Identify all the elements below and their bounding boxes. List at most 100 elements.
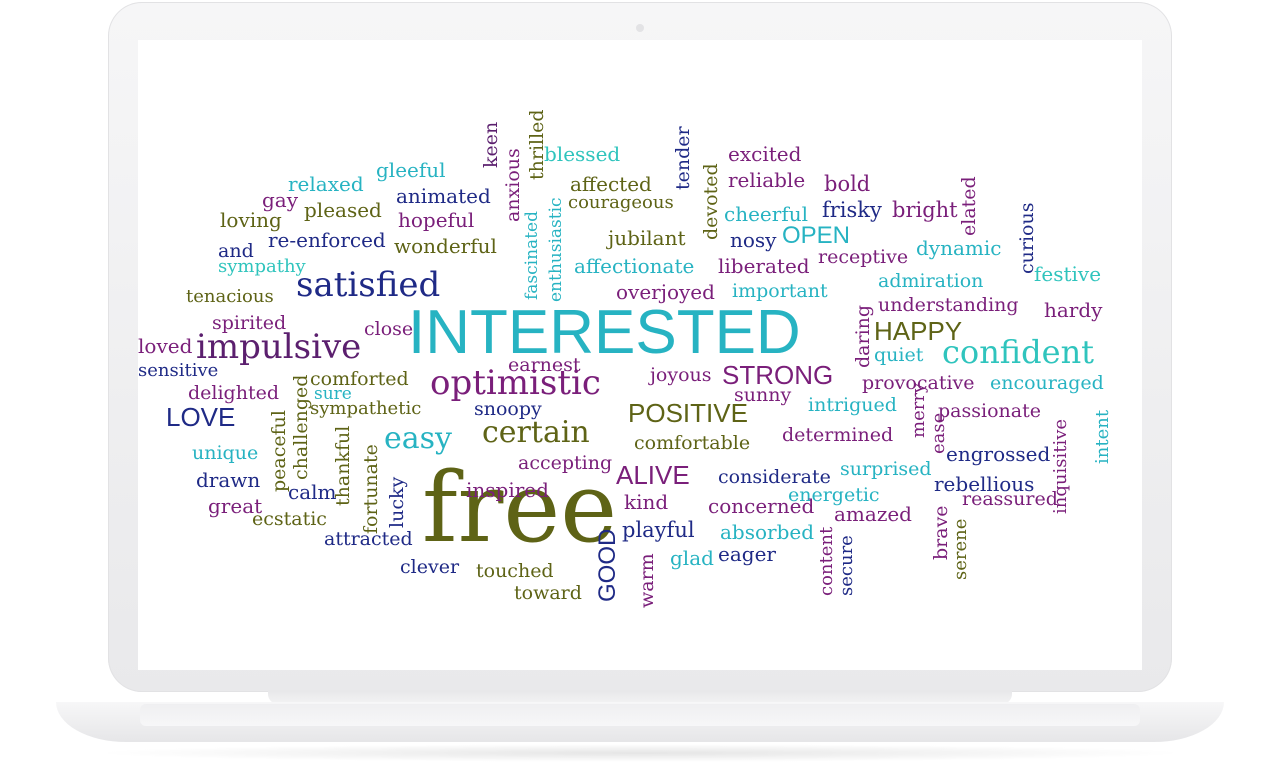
word-hardy: hardy (1044, 298, 1103, 322)
word-playful: playful (622, 518, 695, 542)
word-interested: INTERESTED (408, 298, 801, 367)
word-strong: STRONG (722, 360, 834, 390)
word-delighted: delighted (188, 382, 280, 404)
word-receptive: receptive (818, 246, 909, 268)
word-affected: affected (570, 172, 652, 196)
word-cloud: INTERESTED free impulsive satisfied optimist… (138, 40, 1142, 670)
word-loving: loving (220, 208, 282, 232)
word-sympathetic: sympathetic (310, 398, 422, 419)
word-challenged: challenged (290, 374, 312, 480)
word-optimistic: optimistic (430, 363, 601, 403)
word-comfortable: comfortable (634, 432, 751, 454)
word-peaceful: peaceful (268, 410, 290, 492)
word-jubilant: jubilant (608, 226, 686, 250)
word-liberated: liberated (718, 254, 810, 278)
word-animated: animated (396, 184, 491, 208)
word-keen: keen (480, 121, 502, 168)
word-anxious: anxious (502, 148, 524, 222)
word-warm: warm (636, 553, 658, 608)
word-excited: excited (728, 142, 802, 166)
word-content: content (816, 526, 837, 596)
word-eager: eager (718, 542, 776, 566)
word-unique: unique (192, 442, 259, 464)
word-admiration: admiration (878, 270, 984, 292)
word-affectionate: affectionate (574, 254, 695, 278)
word-intrigued: intrigued (808, 394, 897, 416)
word-energetic: energetic (788, 484, 880, 506)
word-concerned: concerned (708, 494, 815, 518)
word-encouraged: encouraged (990, 372, 1104, 394)
word-bold: bold (824, 172, 871, 196)
word-engrossed: engrossed (946, 442, 1051, 466)
word-brave: brave (930, 505, 952, 560)
word-sunny: sunny (734, 384, 792, 406)
word-sure: sure (314, 384, 352, 404)
word-positive: POSITIVE (628, 398, 748, 428)
webcam-icon (636, 24, 644, 32)
word-close: close (364, 318, 414, 340)
word-passionate: passionate (938, 400, 1041, 422)
word-reliable: reliable (728, 168, 806, 192)
word-loved: loved (138, 334, 193, 358)
word-touched: touched (476, 560, 554, 582)
word-free: free (422, 452, 618, 564)
word-festive: festive (1034, 262, 1102, 286)
word-sensitive: sensitive (138, 360, 219, 381)
word-inspired: inspired (466, 478, 549, 502)
word-surprised: surprised (840, 458, 932, 480)
word-love: LOVE (166, 402, 236, 432)
word-rebellious: rebellious (934, 472, 1035, 496)
word-ecstatic: ecstatic (252, 508, 327, 530)
word-determined: determined (782, 424, 894, 446)
word-and: and (218, 240, 254, 262)
word-inquisitive: inquisitive (1050, 418, 1071, 514)
word-accepting: accepting (518, 452, 613, 474)
word-amazed: amazed (834, 502, 912, 526)
word-wonderful: wonderful (394, 234, 497, 258)
word-fortunate: fortunate (360, 444, 382, 534)
word-serene: serene (950, 518, 971, 580)
word-gleeful: gleeful (376, 158, 446, 182)
word-enthusiastic: enthusiastic (546, 197, 566, 302)
word-attracted: attracted (324, 528, 413, 550)
word-ease: ease (928, 412, 949, 454)
laptop-screen: INTERESTED free impulsive satisfied optimist… (138, 40, 1142, 670)
word-fascinated: fascinated (522, 211, 542, 300)
word-dynamic: dynamic (916, 236, 1002, 260)
word-thankful: thankful (332, 425, 354, 506)
word-calm: calm (288, 480, 337, 504)
word-frisky: frisky (822, 198, 882, 222)
word-intent: intent (1092, 409, 1113, 464)
word-open: OPEN (782, 222, 851, 249)
word-lucky: lucky (386, 476, 408, 528)
laptop-hinge (268, 690, 1012, 704)
word-drawn: drawn (196, 468, 261, 492)
word-alive: ALIVE (616, 460, 690, 490)
word-earnest: earnest (508, 354, 581, 376)
word-sympathy: sympathy (218, 256, 306, 277)
word-quiet: quiet (874, 344, 924, 366)
word-cheerful: cheerful (724, 202, 808, 226)
word-tender: tender (672, 126, 694, 190)
word-thrilled: thrilled (526, 109, 548, 180)
word-easy: easy (384, 421, 452, 456)
word-spirited: spirited (212, 312, 287, 334)
word-overjoyed: overjoyed (616, 280, 715, 304)
word-provocative: provocative (862, 372, 975, 394)
laptop-keyboard-area (140, 704, 1140, 726)
word-reassured: reassured (962, 488, 1058, 510)
word-relaxed: relaxed (288, 172, 364, 196)
word-confident: confident (942, 333, 1095, 371)
word-toward: toward (514, 582, 582, 604)
word-comforted: comforted (310, 368, 409, 390)
word-devoted: devoted (700, 163, 722, 240)
word-considerate: considerate (718, 466, 831, 488)
word-important: important (732, 280, 828, 302)
word-courageous: courageous (568, 192, 674, 213)
word-re-enforced: re-enforced (268, 228, 386, 252)
word-secure: secure (836, 535, 857, 596)
word-absorbed: absorbed (720, 520, 815, 544)
word-blessed: blessed (544, 142, 621, 166)
word-kind: kind (624, 490, 669, 514)
